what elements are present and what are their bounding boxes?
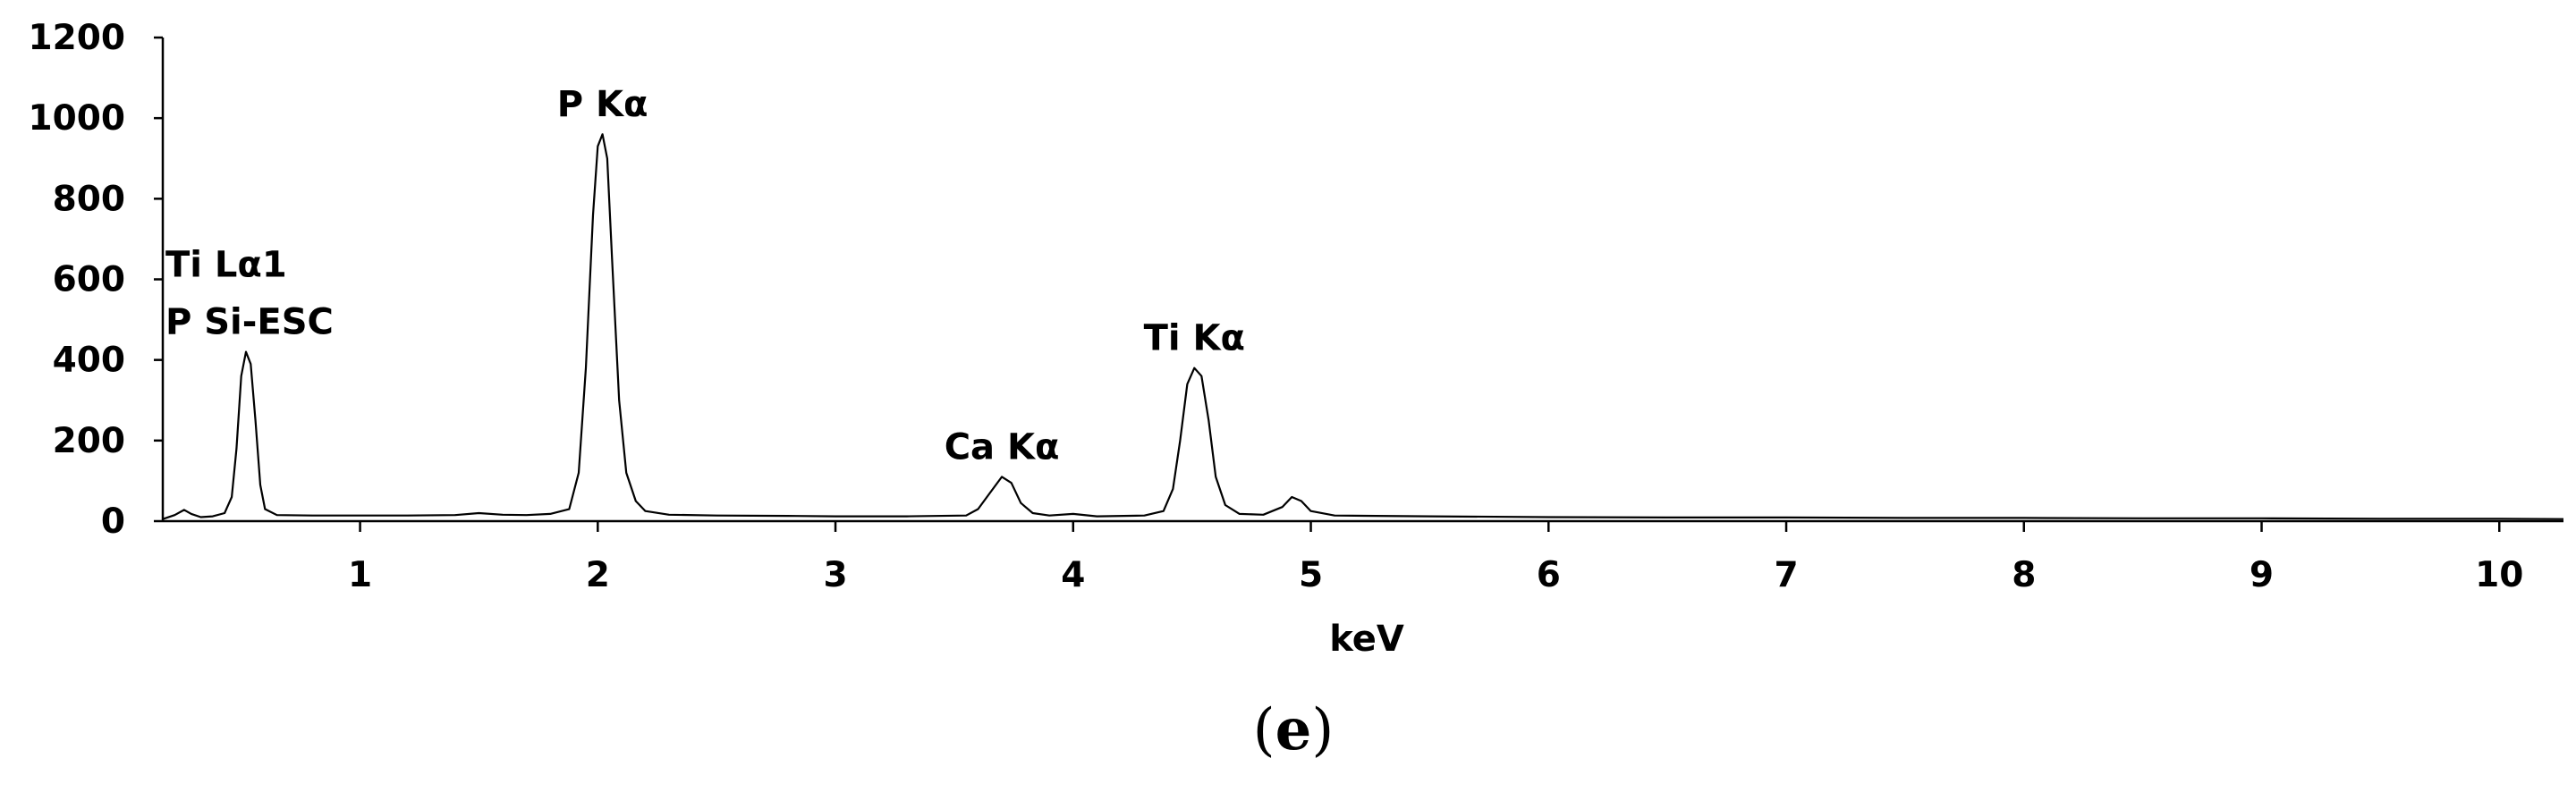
spectrum-line — [162, 133, 2564, 520]
x-tick-label-4: 4 — [1061, 555, 1085, 595]
x-tick-label-3: 3 — [823, 555, 847, 595]
y-tick-label-400: 400 — [53, 341, 125, 381]
y-tick-label-600: 600 — [53, 260, 125, 300]
x-tick-label-1: 1 — [348, 555, 372, 595]
x-tick-label-5: 5 — [1299, 555, 1323, 595]
peak-label-3-0: Ti Kα — [1144, 318, 1245, 359]
x-tick-label-9: 9 — [2250, 555, 2274, 595]
peak-label-0-1: P Si-ESC — [165, 302, 334, 343]
peak-label-2-0: Ca Kα — [945, 426, 1060, 468]
y-tick-label-1200: 1200 — [28, 18, 125, 58]
panel-label: (e) — [1253, 696, 1335, 763]
x-axis-title: keV — [1329, 619, 1404, 660]
x-tick-label-6: 6 — [1537, 555, 1561, 595]
peak-label-0-0: Ti Lα1 — [165, 245, 287, 286]
y-tick-label-200: 200 — [53, 421, 125, 461]
x-tick-label-7: 7 — [1774, 555, 1798, 595]
peak-labels: Ti Lα1 P Si-ESC P Kα Ca Kα Ti Kα — [165, 84, 1245, 468]
y-tick-label-1000: 1000 — [28, 98, 125, 139]
panel-label-open: ( — [1253, 697, 1275, 763]
axes: 0 200 400 600 800 1000 1200 1 2 3 4 5 6 7 8 9 10 — [28, 18, 2563, 595]
y-tick-label-800: 800 — [53, 179, 125, 219]
panel-label-close: ) — [1311, 697, 1334, 763]
panel-label-letter: e — [1275, 696, 1312, 763]
plot-area — [162, 133, 2564, 520]
x-tick-label-8: 8 — [2012, 555, 2036, 595]
x-tick-label-10: 10 — [2475, 555, 2523, 595]
y-tick-label-0: 0 — [101, 501, 125, 542]
peak-label-1-0: P Kα — [557, 84, 648, 125]
x-tick-label-2: 2 — [586, 555, 610, 595]
